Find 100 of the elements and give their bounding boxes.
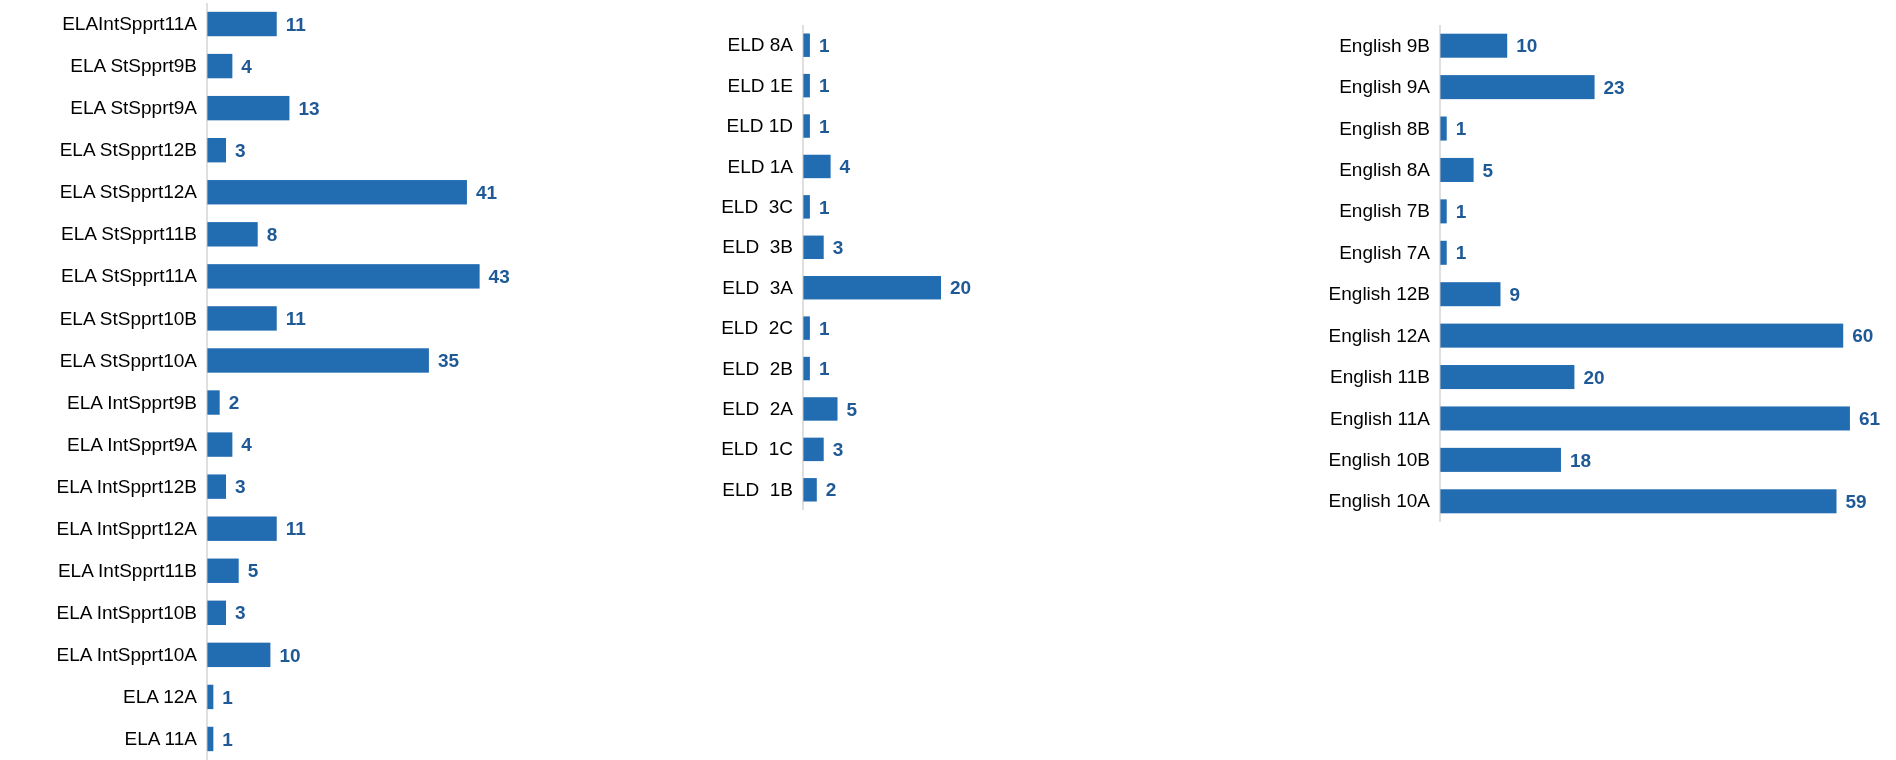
data-label: 1 xyxy=(818,317,830,339)
bar xyxy=(803,235,824,260)
bar xyxy=(207,558,239,583)
data-label: 20 xyxy=(1583,366,1605,388)
y-tick-label: ELA StSpprt10A xyxy=(59,349,198,371)
y-tick-label: ELD 3B xyxy=(722,236,793,258)
y-tick-label: ELD 1C xyxy=(721,438,793,460)
y-tick-label: ELA IntSpprt12B xyxy=(56,475,197,497)
y-tick-label: ELA IntSpprt11B xyxy=(57,559,197,581)
data-label: 1 xyxy=(222,686,234,708)
bar xyxy=(207,390,220,415)
data-label: 4 xyxy=(839,156,851,178)
y-tick-label: ELD 1D xyxy=(726,115,793,137)
data-label: 18 xyxy=(1569,449,1592,471)
data-label: 1 xyxy=(222,728,234,750)
bar xyxy=(207,348,429,373)
y-tick-label: English 11A xyxy=(1330,407,1431,429)
y-tick-label: ELA IntSpprt10B xyxy=(56,601,197,623)
data-label: 3 xyxy=(235,476,246,498)
y-tick-label: ELAIntSpprt11A xyxy=(62,13,198,35)
data-label: 60 xyxy=(1852,325,1874,347)
y-tick-label: English 9A xyxy=(1339,76,1431,98)
y-tick-label: ELD 1E xyxy=(727,74,793,96)
bar xyxy=(207,432,233,457)
data-label: 4 xyxy=(241,55,253,77)
bar xyxy=(803,275,941,300)
y-tick-label: English 9B xyxy=(1339,34,1430,56)
bar xyxy=(1440,489,1837,514)
data-label: 3 xyxy=(235,602,246,624)
y-tick-label: English 8A xyxy=(1339,159,1431,181)
data-label: 1 xyxy=(1455,201,1467,223)
bar xyxy=(207,53,233,79)
y-tick-label: English 11B xyxy=(1330,366,1430,388)
y-tick-label: English 7B xyxy=(1339,200,1430,222)
y-tick-label: ELD 8A xyxy=(727,34,794,56)
data-label: 9 xyxy=(1509,283,1521,305)
bar xyxy=(207,642,271,668)
bar xyxy=(803,154,831,179)
data-label: 35 xyxy=(437,350,460,372)
y-tick-label: ELA StSpprt9B xyxy=(70,55,197,77)
data-label: 10 xyxy=(279,644,301,666)
y-tick-label: ELA StSpprt11B xyxy=(61,223,197,245)
y-tick-label: ELA IntSpprt10A xyxy=(56,643,198,665)
data-label: 1 xyxy=(818,196,830,218)
y-tick-label: ELD 2A xyxy=(722,398,794,420)
y-tick-label: ELA IntSpprt9A xyxy=(67,433,198,455)
data-label: 10 xyxy=(1516,35,1538,57)
y-tick-label: ELA IntSpprt9B xyxy=(67,391,197,413)
data-label: 1 xyxy=(818,75,830,97)
bar xyxy=(207,222,258,247)
y-tick-label: ELA StSpprt9A xyxy=(70,97,198,119)
y-tick-label: ELD 3A xyxy=(722,276,794,298)
bar xyxy=(1440,365,1575,390)
bar xyxy=(1440,157,1474,182)
bar xyxy=(803,478,817,502)
data-label: 1 xyxy=(1455,118,1467,140)
data-label: 2 xyxy=(228,392,240,414)
y-tick-label: ELA IntSpprt12A xyxy=(56,517,198,539)
data-label: 2 xyxy=(825,479,837,501)
y-tick-label: English 10B xyxy=(1328,448,1430,470)
data-label: 1 xyxy=(818,358,830,380)
data-label: 4 xyxy=(241,434,253,456)
data-label: 59 xyxy=(1845,490,1867,512)
data-label: 61 xyxy=(1858,408,1881,430)
y-tick-label: ELD 3C xyxy=(721,195,793,217)
bar xyxy=(803,437,824,462)
y-tick-label: English 12B xyxy=(1328,283,1430,305)
y-tick-label: ELD 2B xyxy=(722,357,793,379)
y-tick-label: English 8B xyxy=(1339,117,1430,139)
bar xyxy=(1440,406,1850,431)
y-tick-label: ELA StSpprt11A xyxy=(61,265,198,287)
y-tick-label: ELA 12A xyxy=(123,686,198,707)
data-label: 20 xyxy=(950,277,972,299)
bar xyxy=(1440,33,1508,58)
bar xyxy=(1440,75,1595,100)
data-label: 3 xyxy=(832,439,844,461)
y-tick-label: English 12A xyxy=(1328,324,1431,346)
bar xyxy=(1440,447,1561,472)
bar xyxy=(1440,323,1844,348)
data-label: 3 xyxy=(235,139,246,161)
data-label: 5 xyxy=(846,398,858,420)
y-tick-label: English 10A xyxy=(1328,490,1431,512)
data-label: 1 xyxy=(818,34,830,56)
data-label: 11 xyxy=(285,308,307,330)
bar xyxy=(207,474,227,499)
y-tick-label: ELD 1A xyxy=(727,155,794,177)
bar xyxy=(207,11,277,37)
bar xyxy=(207,516,277,541)
data-label: 43 xyxy=(488,266,510,288)
bar xyxy=(207,95,290,121)
bar xyxy=(207,180,467,205)
data-label: 13 xyxy=(298,97,320,119)
data-label: 8 xyxy=(266,223,278,245)
data-label: 5 xyxy=(247,560,259,582)
data-label: 11 xyxy=(285,13,307,35)
bar xyxy=(803,397,838,421)
bar xyxy=(207,138,227,163)
y-tick-label: ELD 2C xyxy=(721,317,793,339)
y-tick-label: ELA StSpprt12B xyxy=(59,139,197,161)
data-label: 5 xyxy=(1482,159,1494,181)
